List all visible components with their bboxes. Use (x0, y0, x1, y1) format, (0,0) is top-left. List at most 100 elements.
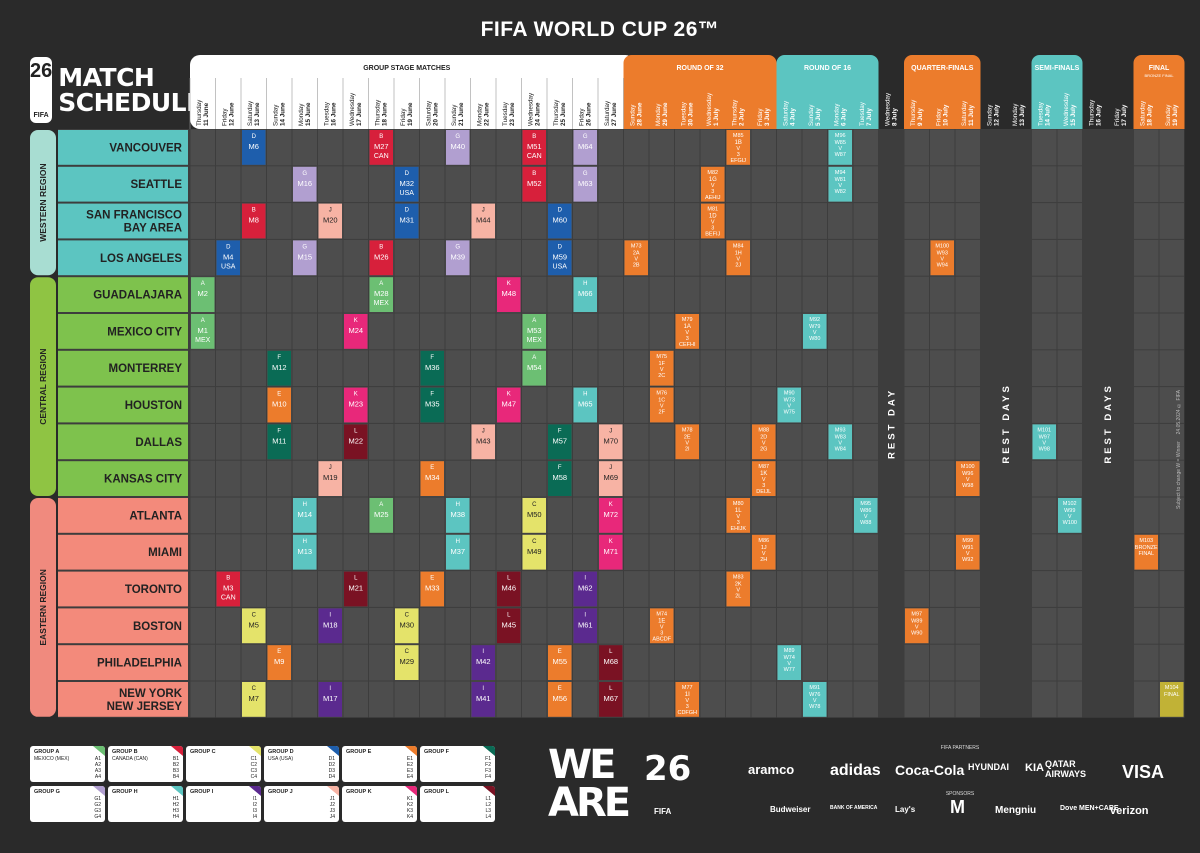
grid-cell (445, 607, 470, 644)
city-cell (58, 350, 188, 386)
match-cell (497, 277, 521, 312)
group-slot: H3 (172, 808, 179, 814)
match-cell (522, 350, 546, 386)
match-cell (828, 166, 852, 202)
grid-cell (1057, 423, 1082, 460)
match-code: M55 (552, 657, 567, 666)
grid-cell (547, 387, 572, 423)
date-day: 12 July (993, 104, 1000, 126)
group-team-row: H4 (112, 814, 179, 820)
group-team-row: A3 (34, 768, 101, 774)
group-box: GROUP D USA (USA) D1 D2 D3 D4 (264, 746, 339, 782)
date-weekday: Wednesday (527, 92, 534, 126)
date-label: Wednesday 15 July (1063, 92, 1077, 126)
grid-cell (547, 129, 572, 166)
grid-cell (700, 460, 725, 497)
grid-cell (1032, 276, 1057, 313)
match-group: H (583, 281, 587, 287)
date-note-text: 24.05.2024 © FIFA (1176, 390, 1182, 435)
group-color-swatch (93, 746, 105, 756)
grid-cell (828, 239, 853, 276)
grid-cell (471, 571, 496, 607)
grid-cell (190, 203, 215, 239)
match-cell (344, 424, 368, 460)
match-detail: V (966, 477, 970, 483)
sponsor-logo: BANK OF AMERICA (830, 805, 878, 811)
stage-header-fill-r16 (776, 69, 879, 129)
grid-cell (598, 607, 623, 644)
date-label: Friday 3 July (757, 108, 771, 126)
grid-cell (394, 129, 419, 166)
match-code: M65 (578, 400, 593, 409)
match-code: M96 (835, 133, 846, 139)
match-group: E (558, 649, 562, 655)
grid-cell (241, 460, 266, 497)
grid-cell (853, 387, 878, 423)
match-cell (216, 571, 240, 607)
grid-cell (930, 460, 955, 497)
grid-cell (828, 276, 853, 313)
grid-cell (190, 460, 215, 497)
grid-cell (675, 644, 700, 681)
match-cell (726, 571, 750, 607)
group-slot: K1 (406, 796, 413, 802)
match-detail: V (838, 146, 842, 152)
grid-cell (471, 350, 496, 387)
grid-cell (777, 681, 802, 718)
date-label: Wednesday 8 July (884, 92, 898, 126)
grid-cell (598, 129, 623, 166)
grid-cell (802, 387, 827, 423)
grid-cell (318, 313, 343, 350)
match-detail: V (787, 661, 791, 667)
date-label: Thursday 25 June (553, 99, 567, 126)
region-label: CENTRAL REGION (38, 348, 48, 424)
date-day: 27 June (611, 102, 618, 126)
grid-cell (624, 203, 649, 239)
date-day: 17 June (356, 102, 363, 126)
date-label: Tuesday 14 July (1037, 101, 1051, 126)
city-name: BAY AREA (124, 223, 182, 235)
match-detail: BEFIJ (705, 232, 720, 238)
grid-cell (828, 497, 853, 534)
match-group: B (532, 171, 536, 177)
group-box: GROUP E E1 E2 E3 E4 (342, 746, 417, 782)
group-slot: F1 (485, 756, 491, 762)
grid-cell (1032, 129, 1057, 166)
grid-cell (802, 350, 827, 387)
grid-cell (930, 166, 955, 203)
grid-cell (828, 681, 853, 718)
stage-header-fill-r32 (623, 69, 777, 129)
are-text: ARE (548, 780, 631, 826)
match-cell (497, 387, 521, 423)
match-host: MEX (195, 337, 211, 344)
grid-cell (420, 276, 445, 313)
grid-cell (777, 423, 802, 460)
grid-cell (1032, 313, 1057, 350)
match-group: F (277, 355, 281, 361)
match-cell (573, 608, 597, 644)
grid-cell (216, 129, 241, 166)
group-slot: C2 (250, 762, 257, 768)
match-cell (293, 240, 317, 276)
match-group: F (558, 428, 562, 434)
group-team-row: C3 (190, 768, 257, 774)
grid-cell (343, 534, 368, 571)
match-cell (905, 608, 929, 644)
rest-day-label: REST DAYS (1001, 383, 1012, 464)
grid-cell (853, 607, 878, 644)
match-detail: W98 (1039, 446, 1050, 452)
date-weekday: Sunday (451, 104, 458, 126)
match-code: M30 (399, 620, 414, 629)
match-detail: W78 (809, 704, 820, 710)
group-name: GROUP I (190, 789, 214, 795)
group-slot: L3 (485, 808, 491, 814)
match-cell (369, 277, 393, 312)
match-code: M28 (374, 289, 389, 298)
grid-cell (802, 607, 827, 644)
group-team-row: B3 (112, 768, 179, 774)
match-detail: 2E (684, 434, 691, 440)
city-cell (58, 166, 188, 202)
group-team-row: I1 (190, 796, 257, 802)
region-bar-central (30, 277, 56, 496)
match-cell (930, 240, 954, 276)
